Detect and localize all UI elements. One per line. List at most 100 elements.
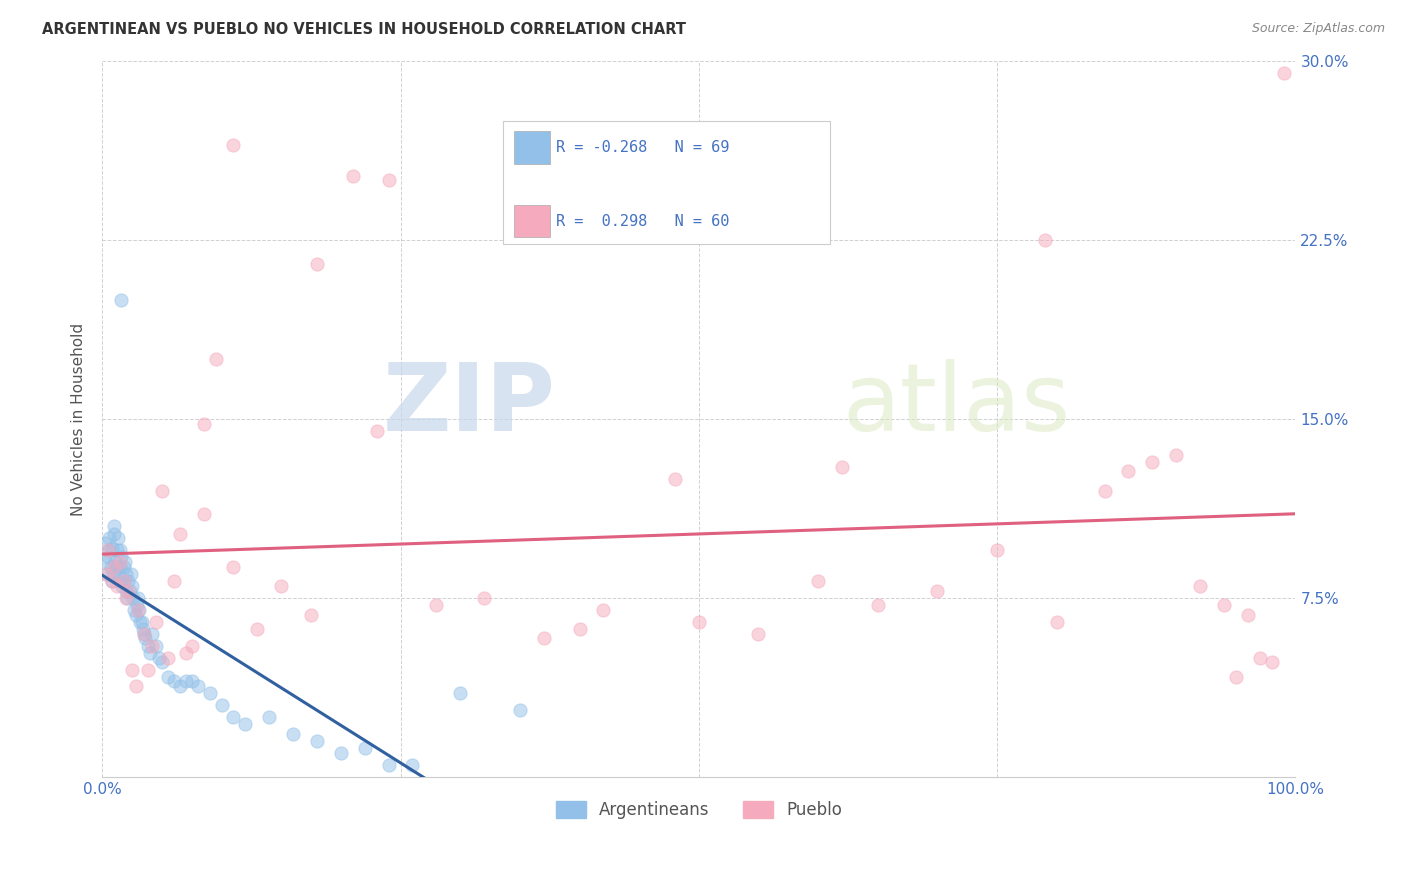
Point <box>94 555 117 569</box>
Point <box>129 615 152 629</box>
Point <box>1249 650 1271 665</box>
Point <box>97 543 120 558</box>
Point <box>1212 598 1234 612</box>
Point <box>1236 607 1258 622</box>
Point <box>174 674 197 689</box>
Point <box>127 603 149 617</box>
Point <box>1094 483 1116 498</box>
Point <box>110 293 132 307</box>
Text: R = -0.268   N = 69: R = -0.268 N = 69 <box>557 140 730 155</box>
Point <box>193 508 215 522</box>
Point <box>101 567 124 582</box>
Point <box>125 598 148 612</box>
Point <box>112 574 135 589</box>
Point <box>150 483 173 498</box>
Point <box>688 615 710 629</box>
Text: R =  0.298   N = 60: R = 0.298 N = 60 <box>557 214 730 228</box>
Point <box>281 727 304 741</box>
Point <box>96 567 118 582</box>
Point <box>100 574 122 589</box>
Point <box>204 352 226 367</box>
Point <box>211 698 233 713</box>
Point <box>117 583 139 598</box>
Point <box>1046 615 1069 629</box>
Point <box>98 531 121 545</box>
Point <box>136 639 159 653</box>
Point <box>187 679 209 693</box>
Point <box>105 560 128 574</box>
Point <box>156 650 179 665</box>
Point <box>124 603 146 617</box>
Point <box>120 567 142 582</box>
Point <box>103 519 125 533</box>
Point <box>353 741 375 756</box>
Point <box>986 543 1008 558</box>
Point <box>136 663 159 677</box>
Point <box>145 615 167 629</box>
Point <box>107 567 129 582</box>
Point <box>156 670 179 684</box>
Point <box>807 574 830 589</box>
Point <box>1272 66 1295 80</box>
Point <box>118 583 141 598</box>
Point <box>108 560 131 574</box>
Point <box>259 710 281 724</box>
Point <box>139 646 162 660</box>
Point <box>425 598 447 612</box>
Point <box>115 583 138 598</box>
Point <box>747 626 769 640</box>
Point <box>117 574 139 589</box>
Point <box>104 555 127 569</box>
Point <box>866 598 889 612</box>
Point <box>132 622 155 636</box>
Point <box>568 622 591 636</box>
Point <box>111 579 134 593</box>
Point <box>103 560 125 574</box>
Point <box>112 574 135 589</box>
Point <box>134 632 156 646</box>
Text: Source: ZipAtlas.com: Source: ZipAtlas.com <box>1251 22 1385 36</box>
Point <box>128 603 150 617</box>
Point <box>1225 670 1247 684</box>
Point <box>108 574 131 589</box>
Point <box>163 674 186 689</box>
Point <box>98 543 121 558</box>
Point <box>103 526 125 541</box>
Point <box>93 536 115 550</box>
Point <box>1166 448 1188 462</box>
Point <box>180 674 202 689</box>
Point <box>124 607 146 622</box>
Point <box>145 639 167 653</box>
Point <box>377 173 399 187</box>
Y-axis label: No Vehicles in Household: No Vehicles in Household <box>72 322 86 516</box>
Point <box>121 663 143 677</box>
Point <box>927 583 949 598</box>
Point <box>305 734 328 748</box>
Point <box>105 543 128 558</box>
Point <box>174 646 197 660</box>
Text: ZIP: ZIP <box>382 359 555 450</box>
Point <box>115 567 138 582</box>
Point <box>100 541 122 555</box>
Point <box>270 579 292 593</box>
Point <box>299 607 322 622</box>
Point <box>105 579 128 593</box>
Point <box>1118 465 1140 479</box>
Text: atlas: atlas <box>842 359 1070 450</box>
Point <box>124 679 146 693</box>
Point <box>94 567 117 582</box>
Point <box>1033 233 1056 247</box>
Point <box>1142 455 1164 469</box>
Point <box>342 169 364 183</box>
Point <box>100 560 122 574</box>
Point <box>235 717 257 731</box>
Point <box>132 626 155 640</box>
Point <box>366 424 388 438</box>
Point <box>246 622 269 636</box>
Point <box>150 656 173 670</box>
Point <box>148 650 170 665</box>
Legend: Argentineans, Pueblo: Argentineans, Pueblo <box>548 794 849 826</box>
Point <box>377 758 399 772</box>
Point <box>169 526 191 541</box>
Point <box>193 417 215 431</box>
